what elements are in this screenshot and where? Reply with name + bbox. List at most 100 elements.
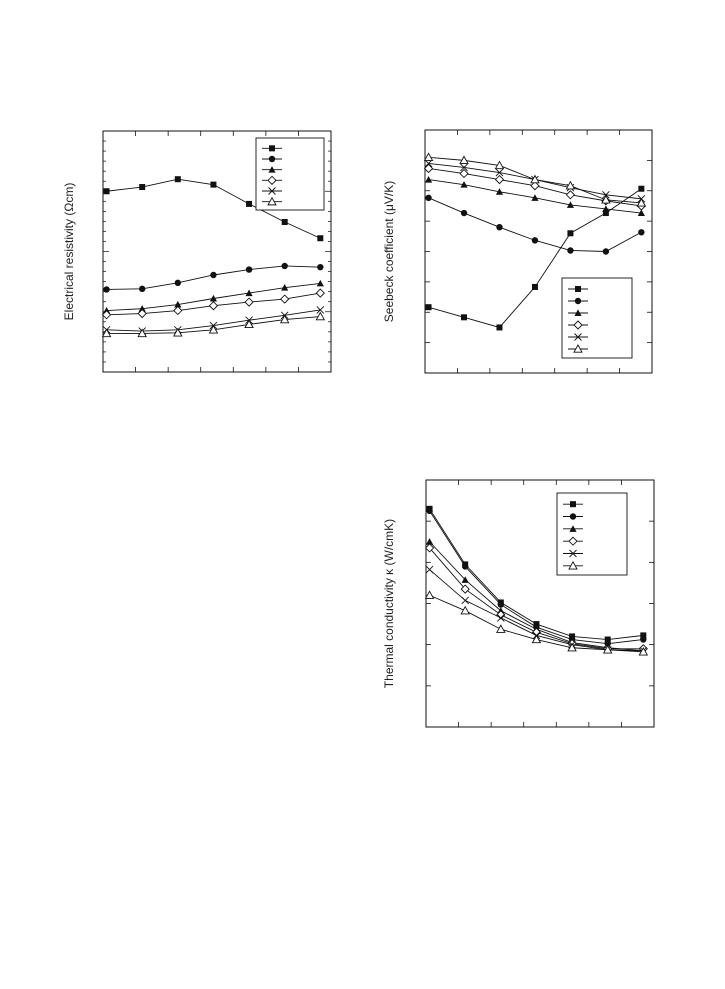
- data-point: [460, 181, 468, 188]
- data-point: [460, 209, 468, 217]
- data-point: [496, 614, 505, 622]
- data-point: [636, 197, 647, 207]
- data-point: [602, 190, 610, 199]
- data-point: [425, 304, 432, 311]
- data-point: [209, 294, 218, 302]
- legend-marker: [574, 309, 582, 316]
- data-point: [173, 327, 183, 337]
- data-point: [496, 324, 503, 331]
- data-point: [567, 642, 577, 652]
- legend-marker: [268, 187, 276, 195]
- data-point: [496, 624, 506, 633]
- data-point: [317, 235, 324, 242]
- data-point: [210, 181, 217, 188]
- y-axis-label: Seebeck coefficient (μV/K): [382, 181, 396, 322]
- series-open-triangle: [423, 152, 647, 207]
- legend-marker: [575, 286, 581, 292]
- legend: [561, 277, 633, 359]
- data-point: [604, 640, 611, 647]
- legend-marker: [268, 155, 276, 163]
- data-point: [315, 311, 326, 321]
- data-point: [637, 209, 645, 217]
- data-point: [139, 184, 146, 191]
- data-point: [531, 237, 539, 244]
- legend-marker: [573, 344, 583, 353]
- data-point: [137, 328, 147, 338]
- data-point: [496, 224, 503, 231]
- data-point: [495, 188, 504, 195]
- series-open-diamond: [423, 163, 646, 211]
- legend-marker: [568, 560, 578, 570]
- legend: [255, 137, 325, 211]
- data-point: [280, 294, 290, 304]
- legend-marker: [568, 536, 578, 546]
- data-point: [279, 314, 290, 324]
- legend-box: [561, 277, 633, 359]
- legend-marker: [569, 513, 577, 520]
- series-open-diamond: [101, 288, 325, 320]
- legend-marker: [267, 196, 277, 206]
- y-axis-label: Electrical resistivity (Ωcm): [62, 183, 76, 321]
- data-point: [640, 636, 647, 643]
- legend-marker: [574, 297, 582, 305]
- legend-marker: [570, 501, 576, 508]
- data-point: [460, 163, 468, 172]
- series-filled-triangle: [424, 176, 645, 217]
- data-point: [565, 180, 576, 190]
- data-point: [281, 218, 288, 225]
- data-point: [461, 314, 468, 321]
- data-point: [174, 176, 181, 183]
- legend-box: [556, 492, 628, 576]
- data-point: [565, 190, 576, 200]
- data-point: [494, 174, 505, 185]
- data-point: [566, 201, 575, 208]
- data-point: [281, 262, 288, 270]
- chart-resistivity: Electrical resistivity (Ωcm): [62, 130, 332, 373]
- data-point: [281, 284, 289, 291]
- data-point: [495, 168, 504, 177]
- data-point: [244, 319, 254, 329]
- data-point: [174, 300, 182, 308]
- data-point: [101, 328, 112, 338]
- legend-box: [255, 137, 325, 211]
- data-point: [103, 286, 110, 293]
- data-point: [530, 174, 540, 184]
- data-point: [424, 176, 433, 183]
- data-point: [101, 310, 112, 320]
- data-point: [494, 160, 505, 170]
- legend-marker: [569, 525, 577, 532]
- data-point: [425, 565, 434, 574]
- data-point: [638, 646, 649, 656]
- y-axis-label: Thermal conductivity κ (W/cmK): [382, 519, 396, 688]
- data-point: [459, 155, 469, 165]
- data-point: [638, 229, 645, 236]
- data-point: [426, 507, 433, 515]
- data-point: [530, 181, 540, 191]
- legend-marker: [574, 333, 582, 341]
- data-point: [423, 152, 434, 161]
- data-point: [640, 632, 647, 639]
- series-filled-circle: [103, 262, 324, 293]
- data-point: [210, 271, 217, 279]
- data-point: [602, 248, 610, 255]
- data-point: [245, 289, 253, 297]
- data-point: [316, 279, 324, 287]
- data-point: [244, 297, 254, 307]
- series-open-triangle: [424, 590, 649, 656]
- data-point: [137, 308, 147, 319]
- legend-marker: [269, 145, 275, 152]
- data-point: [424, 543, 435, 553]
- data-point: [425, 194, 432, 202]
- data-point: [173, 305, 183, 316]
- data-point: [423, 163, 434, 174]
- data-point: [316, 306, 325, 314]
- data-point: [531, 283, 538, 290]
- data-point: [174, 279, 182, 287]
- data-point: [424, 590, 435, 599]
- data-point: [461, 576, 469, 583]
- data-point: [604, 636, 611, 643]
- series-open-triangle: [101, 311, 326, 338]
- data-point: [602, 644, 613, 654]
- data-point: [208, 301, 219, 311]
- legend-marker: [267, 175, 277, 185]
